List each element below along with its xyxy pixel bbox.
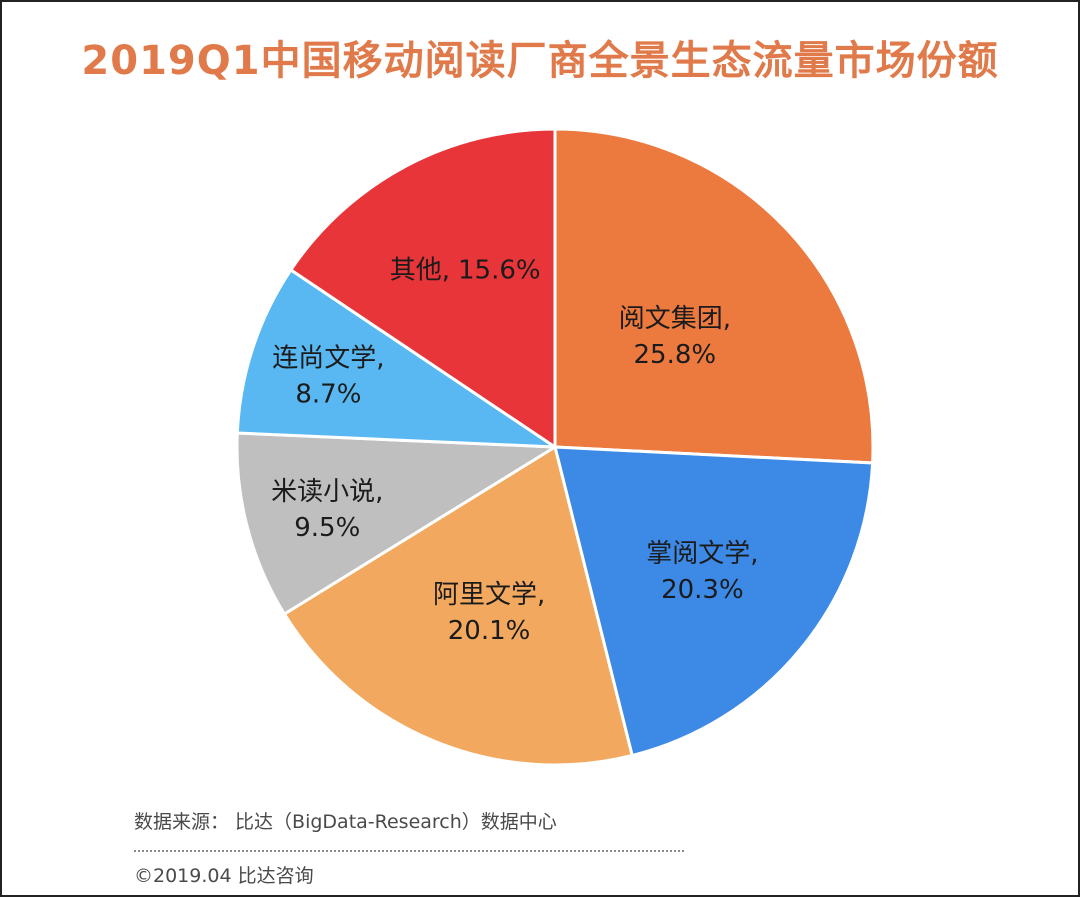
pie-slice-5 xyxy=(235,267,561,449)
footer-divider xyxy=(134,850,684,852)
chart-title: 2019Q1中国移动阅读厂商全景生态流量市场份额 xyxy=(81,38,999,84)
data-source-note: 数据来源： 比达（BigData-Research）数据中心 xyxy=(134,811,557,833)
pie-slice-2 xyxy=(553,445,875,758)
pie-slice-3 xyxy=(282,444,634,767)
pie-label-name-2: 掌阅文学, xyxy=(646,539,758,569)
pie-label-name-4: 米读小说, xyxy=(271,477,383,507)
pie-slices xyxy=(235,127,875,767)
pie-label-name-5: 连尚文学, xyxy=(272,344,384,374)
pie-slice-6 xyxy=(288,127,557,450)
pie-labels: 阅文集团, 25.8% 掌阅文学, 20.3% 阿里文学, 20.1% 米读小说, 9.5% 连… xyxy=(271,256,758,646)
pie-slice-1 xyxy=(553,127,875,465)
copyright-note: ©2019.04 比达咨询 xyxy=(134,865,314,887)
pie-label-name-1: 阅文集团, xyxy=(619,304,731,334)
pie-label-6: 其他, 15.6% xyxy=(390,256,541,286)
pie-label-value-2: 20.3% xyxy=(661,575,744,605)
pie-label-value-4: 9.5% xyxy=(294,513,360,543)
pie-slice-4 xyxy=(235,431,560,617)
pie-label-name-3: 阿里文学, xyxy=(433,580,545,610)
pie-label-value-5: 8.7% xyxy=(295,380,361,410)
pie-label-value-1: 25.8% xyxy=(634,340,717,370)
pie-label-value-3: 20.1% xyxy=(448,616,531,646)
